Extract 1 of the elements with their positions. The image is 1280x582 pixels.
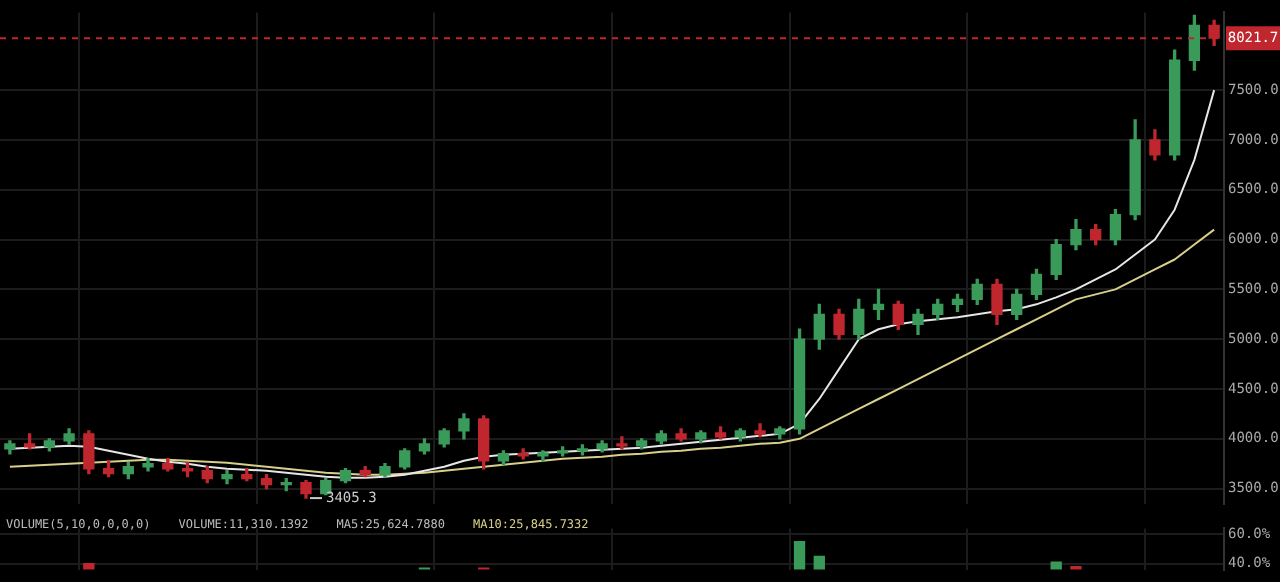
candlestick <box>616 436 628 450</box>
